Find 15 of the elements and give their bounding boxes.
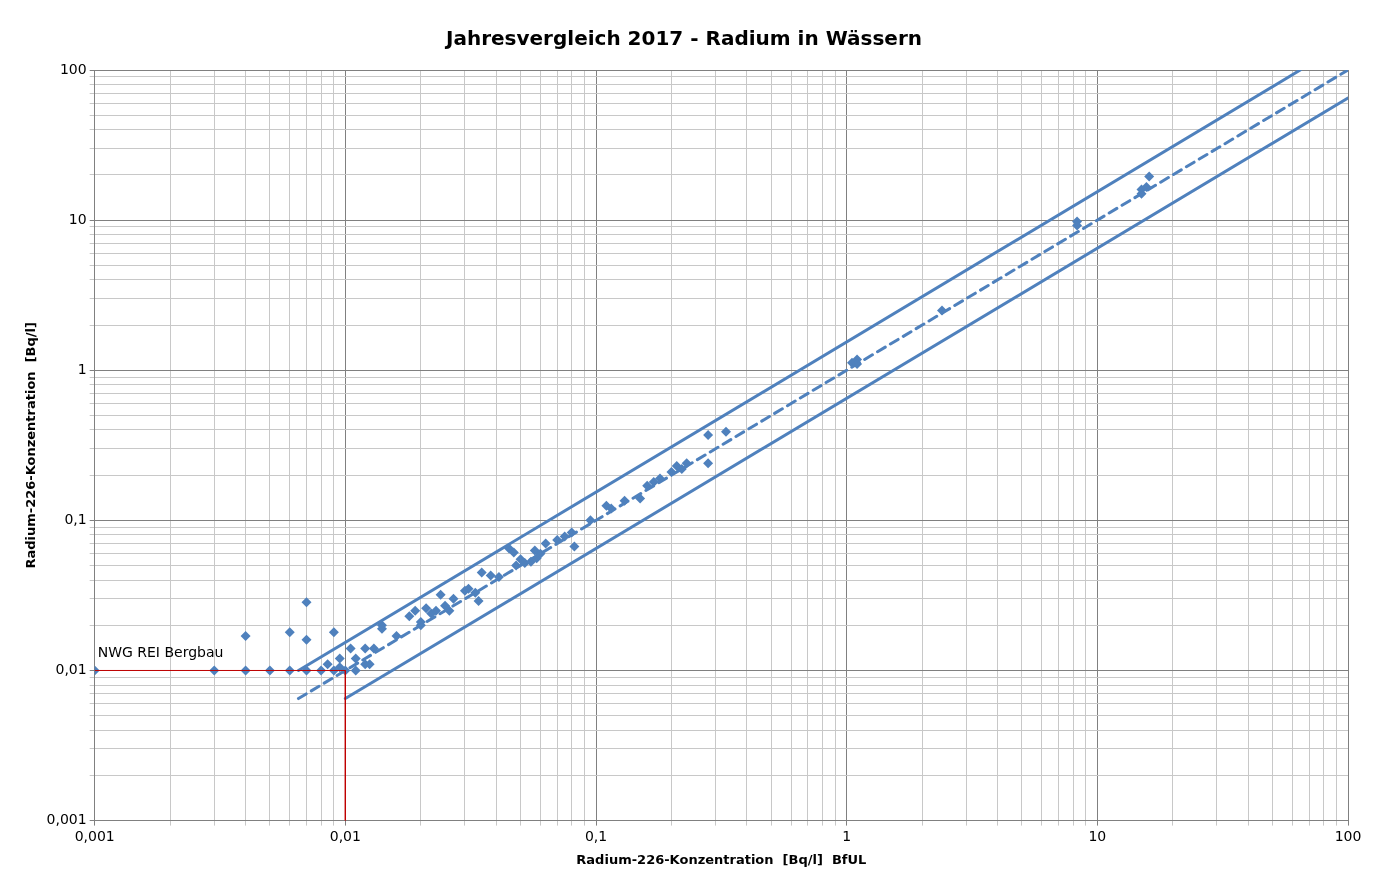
x-tick-label: 0,01 [329, 827, 361, 844]
x-axis-title: Radium-226-Konzentration [Bq/l] BfUL [576, 851, 867, 867]
y-tick-label: 10 [68, 210, 87, 227]
y-tick-label: 0,1 [64, 511, 87, 527]
y-tick-label: 0,01 [55, 661, 87, 678]
x-tick-label: 0,1 [584, 827, 608, 844]
y-tick-label: 0,001 [46, 811, 87, 828]
y-axis-title: Radium-226-Konzentration [Bq/l] [23, 322, 39, 569]
annotation: NWG REI Bergbau [97, 644, 224, 661]
y-tick-label: 1 [77, 360, 87, 377]
chart-title: Jahresvergleich 2017 - Radium in Wässern [444, 26, 922, 51]
x-tick-label: 10 [1088, 827, 1107, 844]
y-tick-label: 100 [59, 60, 87, 77]
x-tick-label: 100 [1334, 827, 1362, 844]
x-tick-label: 1 [842, 827, 852, 844]
